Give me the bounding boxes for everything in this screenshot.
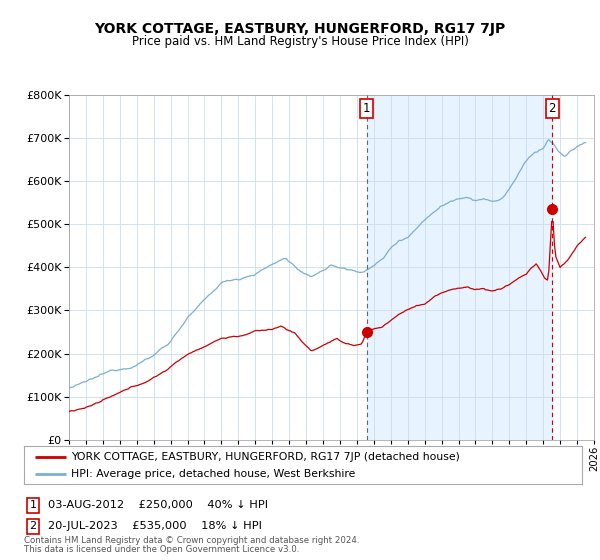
Text: 03-AUG-2012    £250,000    40% ↓ HPI: 03-AUG-2012 £250,000 40% ↓ HPI: [48, 500, 268, 510]
Text: 20-JUL-2023    £535,000    18% ↓ HPI: 20-JUL-2023 £535,000 18% ↓ HPI: [48, 521, 262, 531]
Text: HPI: Average price, detached house, West Berkshire: HPI: Average price, detached house, West…: [71, 469, 356, 479]
Text: 2: 2: [29, 521, 37, 531]
Text: 2: 2: [548, 101, 556, 115]
Bar: [367, 95, 553, 440]
Text: YORK COTTAGE, EASTBURY, HUNGERFORD, RG17 7JP: YORK COTTAGE, EASTBURY, HUNGERFORD, RG17…: [94, 22, 506, 36]
Text: Contains HM Land Registry data © Crown copyright and database right 2024.: Contains HM Land Registry data © Crown c…: [24, 536, 359, 545]
Text: YORK COTTAGE, EASTBURY, HUNGERFORD, RG17 7JP (detached house): YORK COTTAGE, EASTBURY, HUNGERFORD, RG17…: [71, 451, 460, 461]
Text: 1: 1: [29, 500, 37, 510]
Text: 1: 1: [363, 101, 370, 115]
Text: Price paid vs. HM Land Registry's House Price Index (HPI): Price paid vs. HM Land Registry's House …: [131, 35, 469, 48]
Text: This data is licensed under the Open Government Licence v3.0.: This data is licensed under the Open Gov…: [24, 545, 299, 554]
